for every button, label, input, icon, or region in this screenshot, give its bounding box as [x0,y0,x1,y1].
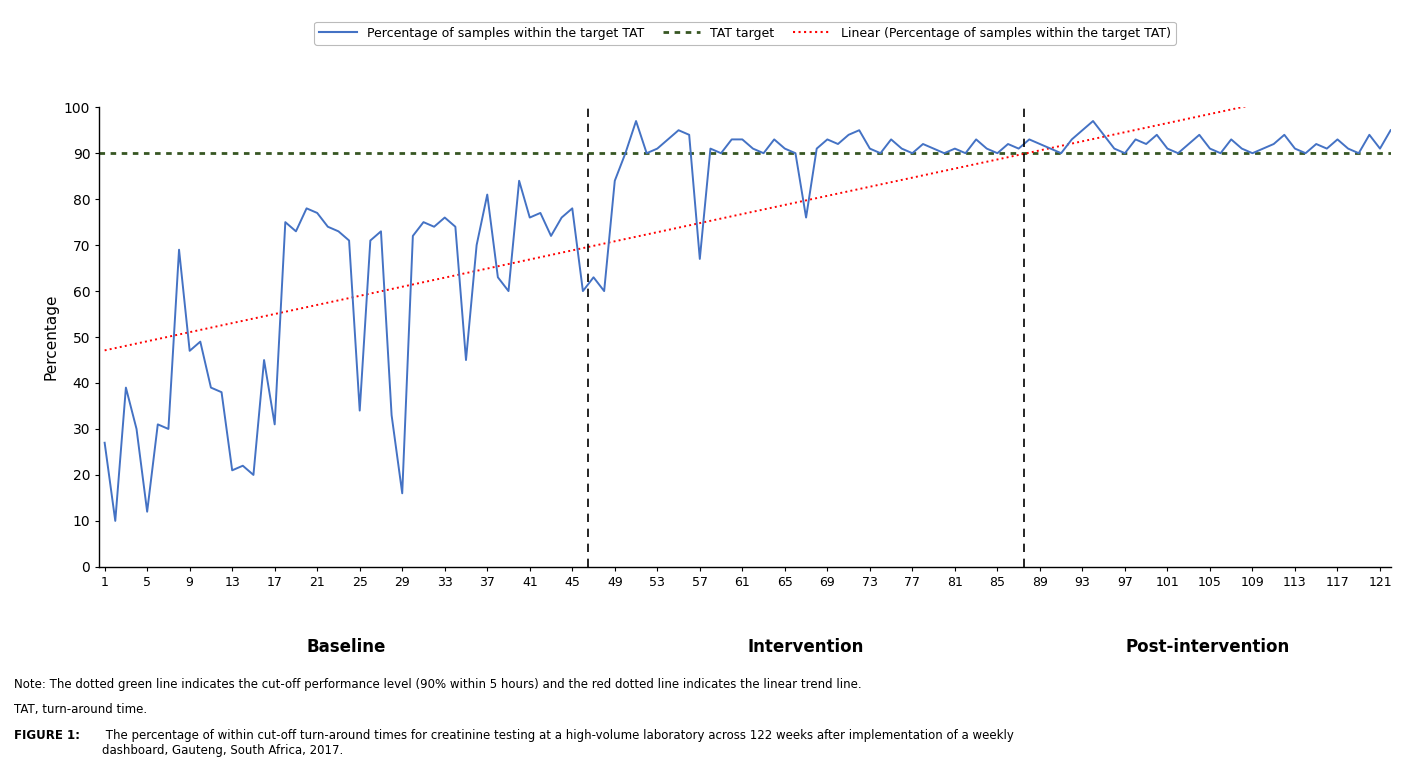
Text: TAT, turn-around time.: TAT, turn-around time. [14,703,148,716]
Legend: Percentage of samples within the target TAT, TAT target, Linear (Percentage of s: Percentage of samples within the target … [314,21,1176,44]
Text: Note: The dotted green line indicates the cut-off performance level (90% within : Note: The dotted green line indicates th… [14,678,861,691]
Text: Baseline: Baseline [307,638,386,656]
Y-axis label: Percentage: Percentage [44,294,58,380]
Text: Intervention: Intervention [748,638,864,656]
Text: Post-intervention: Post-intervention [1125,638,1290,656]
Text: The percentage of within cut-off turn-around times for creatinine testing at a h: The percentage of within cut-off turn-ar… [102,729,1015,758]
Text: FIGURE 1:: FIGURE 1: [14,729,81,742]
